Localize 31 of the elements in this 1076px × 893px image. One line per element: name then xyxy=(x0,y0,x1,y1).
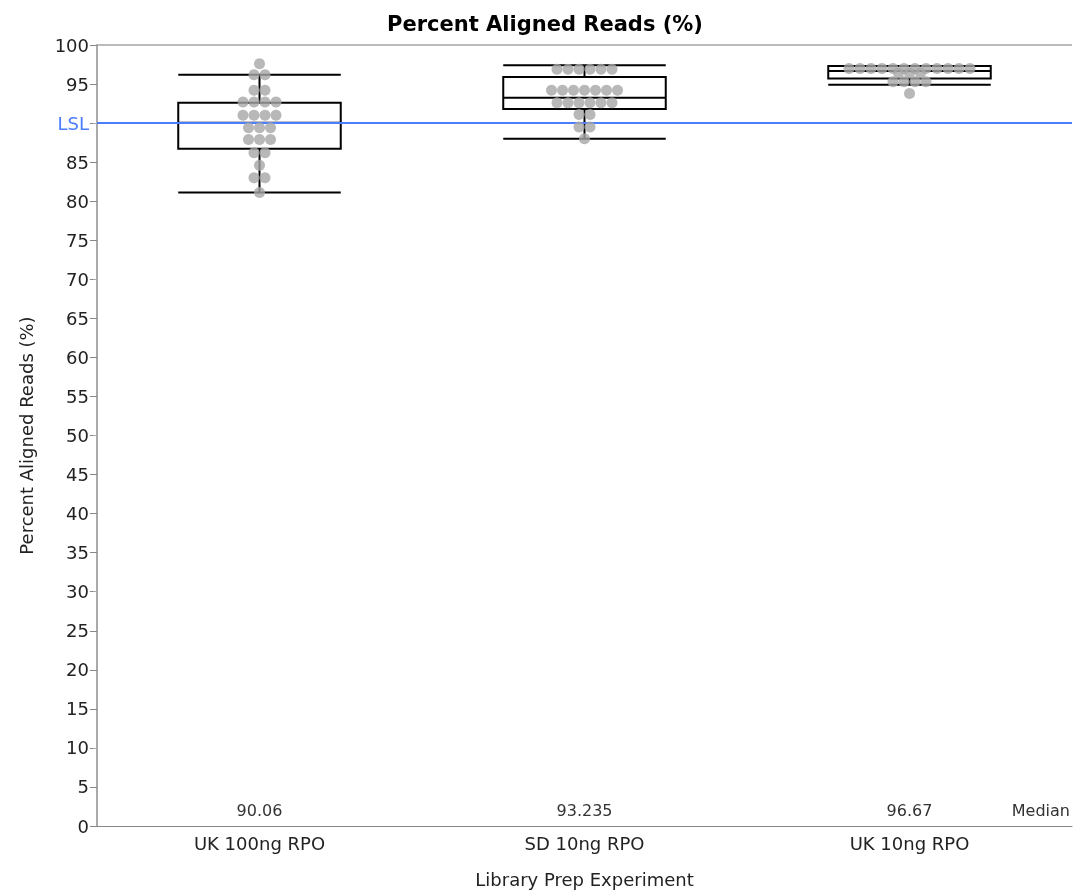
y-axis-title: Percent Aligned Reads (%) xyxy=(15,316,37,555)
y-tick-label: 0 xyxy=(77,815,89,837)
y-tick-label: 60 xyxy=(66,346,89,368)
y-tick-label: 85 xyxy=(66,151,89,173)
x-tick-label: UK 10ng RPO xyxy=(849,832,970,854)
y-tick-label: 35 xyxy=(66,542,89,564)
y-tick-label: 20 xyxy=(66,659,89,681)
y-tick-label: 50 xyxy=(66,425,89,446)
annotation: 93.235 xyxy=(556,800,613,820)
y-tick-label: 30 xyxy=(66,581,89,603)
annotation: 90.06 xyxy=(236,800,283,820)
y-tick-label: 15 xyxy=(66,698,89,720)
y-tick-label: LSL xyxy=(57,112,89,134)
y-tick-label: 40 xyxy=(66,503,89,525)
x-tick-label: UK 100ng RPO xyxy=(193,832,326,854)
y-tick-label: 55 xyxy=(66,385,89,407)
y-tick-label: 100 xyxy=(54,34,89,56)
x-axis-title: Library Prep Experiment xyxy=(475,868,694,890)
annotation: Median xyxy=(1011,800,1070,820)
y-tick-label: 45 xyxy=(66,464,89,486)
y-tick-label: 25 xyxy=(66,620,89,642)
y-tick-label: 65 xyxy=(66,307,89,329)
chart-title: Percent Aligned Reads (%) xyxy=(387,11,703,36)
y-tick-label: 10 xyxy=(66,737,89,759)
y-tick-label: 70 xyxy=(66,268,89,290)
y-tick-label: 95 xyxy=(66,73,89,95)
y-tick-label: 80 xyxy=(66,190,89,212)
annotation: 96.67 xyxy=(886,800,933,820)
y-tick-label: 5 xyxy=(77,776,89,798)
y-tick-label: 75 xyxy=(66,229,89,251)
x-tick-label: SD 10ng RPO xyxy=(524,832,645,854)
